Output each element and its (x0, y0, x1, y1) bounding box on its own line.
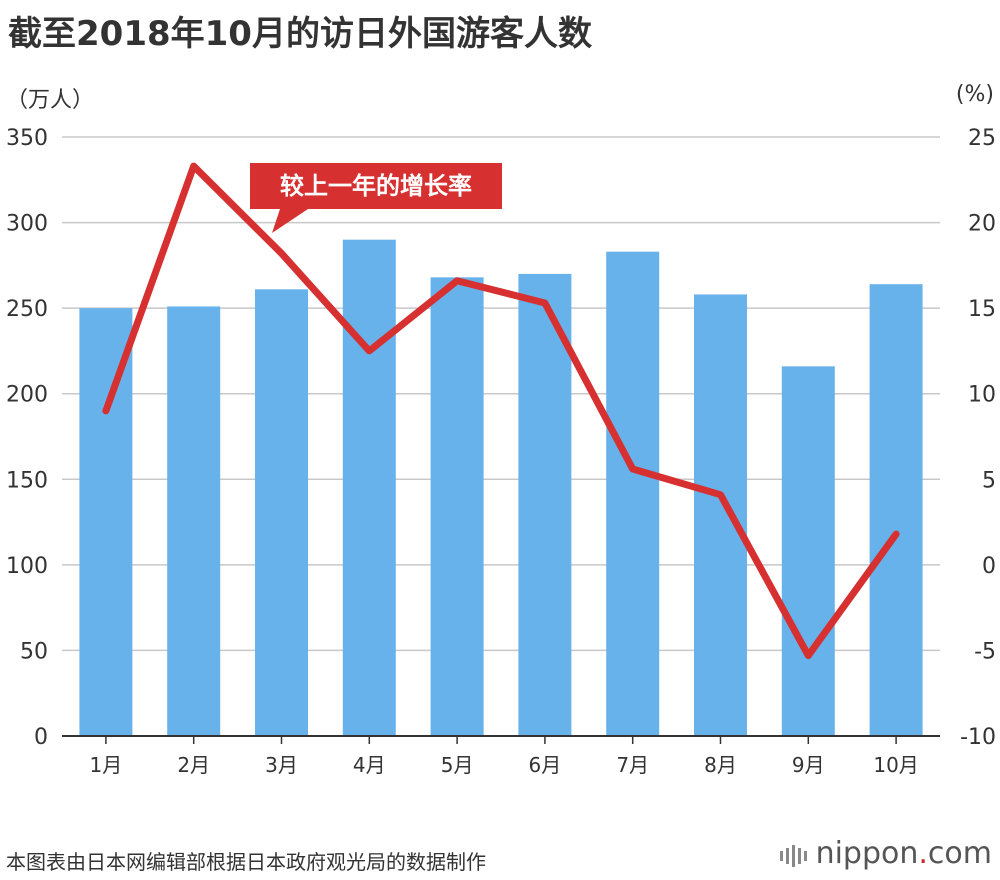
x-tick-label: 2月 (177, 753, 210, 777)
bar (79, 308, 133, 736)
source-note: 本图表由日本网编辑部根据日本政府观光局的数据制作 (6, 850, 486, 874)
growth-rate-point (895, 533, 897, 535)
y-left-tick-label: 300 (6, 212, 48, 237)
x-tick-label: 3月 (265, 753, 298, 777)
x-tick-label: 10月 (873, 753, 918, 777)
bar (255, 289, 308, 736)
bar (518, 273, 572, 736)
bar (781, 366, 835, 736)
y-left-tick-label: 200 (6, 383, 48, 408)
brand-name: nippon (815, 836, 919, 871)
y-right-tick-label: 20 (968, 212, 996, 237)
x-tick-label: 1月 (90, 753, 123, 777)
growth-rate-point (807, 655, 809, 657)
growth-rate-point (456, 280, 458, 282)
y-right-tick-label: 25 (968, 126, 996, 151)
y-left-tick-label: 50 (20, 639, 48, 664)
growth-rate-point (193, 165, 195, 167)
y-left-tick-label: 350 (6, 126, 48, 151)
growth-rate-point (632, 468, 634, 470)
brand-logo: nippon.com (779, 836, 992, 872)
bar (606, 251, 660, 736)
annotation-box (250, 163, 502, 209)
x-tick-label: 7月 (616, 753, 649, 777)
y-right-tick-label: 0 (982, 554, 996, 579)
x-tick-label: 4月 (353, 753, 386, 777)
x-tick-label: 6月 (529, 753, 562, 777)
brand-sep: . (918, 836, 928, 871)
left-axis-unit: （万人） (6, 88, 95, 113)
brand-tld: com (927, 836, 992, 871)
annotation-pointer (272, 209, 308, 233)
y-left-tick-label: 250 (6, 297, 48, 322)
y-right-tick-label: 10 (968, 383, 996, 408)
growth-rate-point (281, 252, 282, 254)
x-tick-label: 8月 (704, 753, 737, 777)
right-axis-unit: (%) (955, 82, 994, 107)
y-left-tick-label: 100 (6, 554, 48, 579)
y-right-tick-label: -10 (960, 725, 996, 750)
y-right-tick-label: 5 (982, 468, 996, 493)
y-left-tick-label: 0 (34, 725, 48, 750)
bar (342, 239, 396, 736)
bar (869, 284, 923, 736)
chart-title: 截至2018年10月的访日外国游客人数 (8, 14, 592, 54)
growth-rate-point (544, 302, 546, 304)
y-left-tick-label: 150 (6, 468, 48, 493)
bar (430, 277, 484, 736)
x-tick-label: 9月 (792, 753, 825, 777)
bar (167, 306, 221, 736)
growth-rate-point (105, 410, 107, 412)
annotation-label: 较上一年的增长率 (280, 172, 472, 200)
bar (694, 294, 747, 736)
growth-rate-line (102, 162, 900, 660)
y-right-tick-label: 15 (968, 297, 996, 322)
growth-rate-point (720, 494, 721, 496)
brand-mark-icon (779, 837, 810, 872)
growth-rate-point (368, 350, 370, 352)
x-tick-label: 5月 (441, 753, 474, 777)
y-right-tick-label: -5 (974, 639, 996, 664)
